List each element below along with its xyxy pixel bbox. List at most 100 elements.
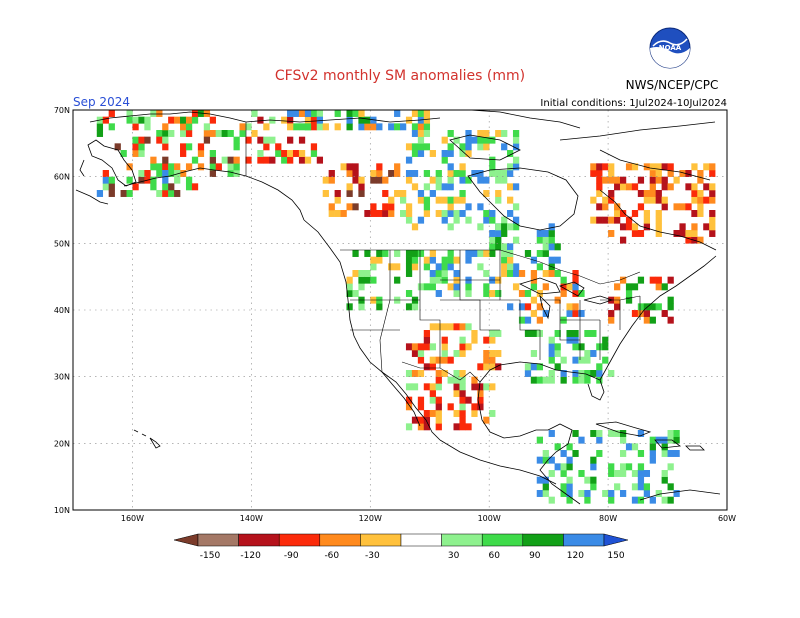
anomaly-cell bbox=[691, 210, 698, 217]
anomaly-cell bbox=[287, 116, 294, 124]
anomaly-cell bbox=[614, 216, 621, 224]
anomaly-cell bbox=[168, 170, 175, 177]
anomaly-cell bbox=[447, 203, 454, 211]
anomaly-cell bbox=[590, 330, 597, 337]
anomaly-cell bbox=[495, 190, 502, 197]
anomaly-cell bbox=[405, 370, 413, 377]
anomaly-cell bbox=[631, 210, 639, 217]
anomaly-cell bbox=[447, 210, 454, 217]
anomaly-cell bbox=[382, 176, 389, 184]
soil-moisture-anomaly-cells bbox=[96, 110, 716, 504]
anomaly-cell bbox=[578, 356, 585, 364]
anomaly-cell bbox=[548, 356, 555, 364]
anomaly-cell bbox=[614, 203, 621, 211]
anomaly-cell bbox=[518, 316, 526, 324]
lat-tick-label: 30N bbox=[54, 373, 70, 382]
anomaly-cell bbox=[572, 310, 579, 317]
anomaly-cell bbox=[507, 163, 514, 171]
anomaly-cell bbox=[619, 183, 627, 191]
anomaly-cell bbox=[411, 350, 419, 357]
anomaly-cell bbox=[411, 303, 419, 311]
anomaly-cell bbox=[477, 170, 484, 177]
anomaly-cell bbox=[215, 130, 222, 137]
anomaly-cell bbox=[679, 230, 686, 237]
anomaly-cell bbox=[185, 143, 193, 151]
anomaly-cell bbox=[429, 256, 436, 264]
anomaly-cell bbox=[453, 350, 460, 357]
anomaly-cell bbox=[417, 396, 425, 404]
anomaly-cell bbox=[560, 370, 567, 377]
anomaly-cell bbox=[614, 470, 621, 477]
anomaly-cell bbox=[643, 303, 651, 311]
anomaly-cell bbox=[608, 190, 615, 197]
anomaly-cell bbox=[536, 303, 543, 311]
anomaly-cell bbox=[358, 176, 365, 184]
anomaly-cell bbox=[209, 163, 216, 171]
anomaly-cell bbox=[489, 163, 496, 171]
anomaly-cell bbox=[643, 223, 651, 231]
anomaly-cell bbox=[631, 230, 639, 237]
anomaly-cell bbox=[376, 303, 383, 311]
anomaly-cell bbox=[168, 163, 175, 171]
anomaly-cell bbox=[376, 163, 383, 171]
anomaly-cell bbox=[447, 196, 454, 204]
anomaly-cell bbox=[477, 136, 484, 144]
anomaly-cell bbox=[162, 143, 169, 151]
anomaly-cell bbox=[548, 236, 555, 244]
anomaly-cell bbox=[245, 123, 252, 131]
anomaly-cell bbox=[685, 236, 692, 244]
anomaly-cell bbox=[435, 410, 442, 417]
anomaly-cell bbox=[185, 116, 193, 124]
anomaly-cell bbox=[453, 376, 460, 384]
anomaly-cell bbox=[625, 216, 633, 224]
anomaly-cell bbox=[370, 203, 377, 211]
anomaly-cell bbox=[459, 170, 466, 177]
anomaly-cell bbox=[447, 376, 454, 384]
anomaly-cell bbox=[602, 216, 609, 224]
anomaly-cell bbox=[512, 283, 520, 291]
anomaly-cell bbox=[459, 350, 466, 357]
anomaly-cell bbox=[661, 310, 668, 317]
anomaly-cell bbox=[477, 223, 484, 231]
anomaly-cell bbox=[596, 203, 603, 211]
anomaly-cell bbox=[126, 190, 133, 197]
anomaly-cell bbox=[566, 490, 573, 497]
anomaly-cell bbox=[667, 430, 674, 437]
anomaly-cell bbox=[536, 263, 543, 271]
anomaly-cell bbox=[679, 223, 686, 231]
anomaly-cell bbox=[465, 343, 472, 351]
anomaly-cell bbox=[619, 490, 627, 497]
anomaly-cell bbox=[209, 170, 216, 177]
anomaly-cell bbox=[156, 130, 163, 137]
anomaly-cell bbox=[471, 376, 478, 384]
anomaly-cell bbox=[608, 216, 615, 224]
anomaly-cell bbox=[578, 290, 585, 297]
anomaly-cell bbox=[548, 230, 555, 237]
anomaly-cell bbox=[625, 443, 633, 451]
graticule bbox=[73, 110, 727, 510]
anomaly-cell bbox=[619, 276, 627, 284]
anomaly-cell bbox=[453, 216, 460, 224]
anomaly-cell bbox=[447, 403, 454, 411]
anomaly-cell bbox=[655, 283, 662, 291]
anomaly-cell bbox=[530, 283, 538, 291]
legend-swatch bbox=[278, 533, 321, 547]
anomaly-cell bbox=[441, 350, 448, 357]
anomaly-cell bbox=[411, 256, 419, 264]
anomaly-cell bbox=[435, 376, 442, 384]
anomaly-cell bbox=[667, 183, 674, 191]
anomaly-cell bbox=[435, 356, 442, 364]
anomaly-cell bbox=[346, 183, 353, 191]
anomaly-cell bbox=[661, 283, 668, 291]
anomaly-cell bbox=[596, 450, 603, 457]
anomaly-cell bbox=[447, 150, 454, 157]
anomaly-cell bbox=[631, 283, 639, 291]
anomaly-cell bbox=[572, 290, 579, 297]
anomaly-cell bbox=[709, 163, 716, 171]
anomaly-cell bbox=[465, 216, 472, 224]
anomaly-cell bbox=[578, 470, 585, 477]
anomaly-cell bbox=[548, 243, 555, 251]
anomaly-cell bbox=[310, 123, 318, 131]
lon-tick-label: 160W bbox=[121, 514, 144, 523]
